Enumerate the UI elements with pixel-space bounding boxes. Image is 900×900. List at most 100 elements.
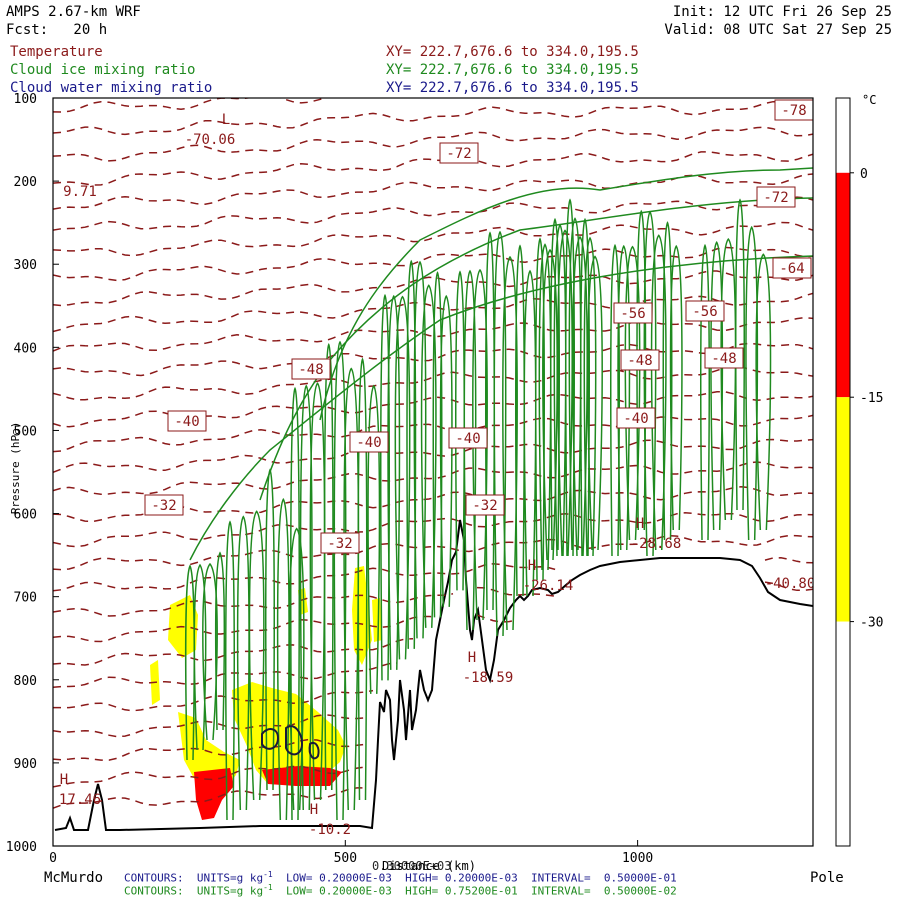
- temperature-contour: [53, 714, 366, 738]
- y-axis: 100 200 300 400 500 600 700 800 900 1000: [6, 92, 59, 855]
- cloud-ice-contour: [669, 244, 683, 531]
- svg-text:-40: -40: [623, 411, 648, 427]
- x-tick-label: 0: [49, 851, 57, 866]
- cloud-ice-contour: [700, 243, 710, 541]
- temperature-contour: [53, 292, 813, 333]
- colorbar-unit: °C: [862, 93, 876, 107]
- cloud-ice-contour: [420, 284, 437, 628]
- temperature-contour-label: -56: [613, 302, 653, 324]
- y-axis-title: Pressure (hPa): [9, 421, 22, 515]
- temperature-contour-label: -48: [291, 358, 331, 380]
- temperature-contour: [53, 151, 813, 186]
- y-tick-label: 900: [14, 757, 37, 772]
- extremum-label: L -70.06: [185, 112, 236, 148]
- cloud-ice-contour: [565, 198, 575, 557]
- extremum-value: 9.71: [63, 184, 97, 200]
- y-tick-label: 800: [14, 674, 37, 689]
- colorbar-band: [836, 98, 850, 173]
- cloud-ice-contour: [394, 295, 411, 660]
- cloud-ice-contour: [502, 255, 518, 631]
- extremum-type: H: [60, 772, 68, 788]
- colorbar-tick-label: -30: [860, 616, 883, 631]
- svg-text:-64: -64: [779, 261, 804, 277]
- y-tick-label: 100: [14, 92, 37, 107]
- cloud-ice-contour: [193, 563, 207, 751]
- y-tick-label: 600: [14, 508, 37, 523]
- extremum-label: H -28.68: [631, 516, 682, 552]
- svg-text:-32: -32: [327, 536, 352, 552]
- temperature-contour: [53, 738, 366, 761]
- x-axis: 0 500 1000: [49, 840, 653, 866]
- temperature-contour-label: -40: [349, 431, 389, 453]
- extremum-label: H -26.14: [523, 558, 574, 594]
- temperature-contour: [53, 270, 813, 307]
- temperature-contour: [53, 246, 813, 282]
- temperature-contour: [53, 316, 813, 352]
- colorbar: 0 -15 -30 °C: [835, 93, 883, 847]
- extremum-value: -40.80: [765, 576, 816, 592]
- cloud-ice-contour: [542, 248, 558, 561]
- field-ice-xy: XY= 222.7,676.6 to 334.0,195.5: [386, 62, 639, 78]
- temperature-contour: [53, 98, 331, 113]
- colorbar-band: [836, 172, 850, 398]
- model-title: AMPS 2.67-km WRF: [6, 4, 141, 20]
- cloud-ice-contour: [323, 342, 334, 791]
- temperature-contour-label: -56: [685, 300, 725, 322]
- y-tick-label: 400: [14, 341, 37, 356]
- init-time: Init: 12 UTC Fri 26 Sep 25: [672, 4, 892, 20]
- temperature-contours: [53, 98, 813, 809]
- cloud-ice-contour: [550, 217, 560, 551]
- extremum-label: H 17.46: [59, 772, 101, 808]
- field-water-xy: XY= 222.7,676.6 to 334.0,195.5: [386, 80, 639, 96]
- cloud-ice-contour: [288, 527, 305, 811]
- valid-time: Valid: 08 UTC Sat 27 Sep 25: [664, 22, 892, 38]
- colorbar-band: [836, 621, 850, 846]
- x-tick-label: 500: [334, 851, 357, 866]
- temperature-contour-label: -40: [616, 407, 656, 429]
- cloud-ice-contour: [472, 268, 488, 621]
- temperature-contour-label: -64: [772, 257, 812, 279]
- colorbar-tick-label: -15: [860, 391, 883, 406]
- temperature-contour: [53, 461, 813, 496]
- cloud-ice-contour: [662, 221, 673, 541]
- x-start-label: McMurdo: [44, 870, 104, 886]
- field-temperature-xy: XY= 222.7,676.6 to 334.0,195.5: [386, 44, 639, 60]
- temperature-contour: [53, 638, 414, 666]
- temperature-contour-label: -40: [448, 427, 488, 449]
- cloud-ice-contour: [387, 294, 401, 670]
- svg-text:-56: -56: [692, 304, 717, 320]
- extremum-type: H: [468, 650, 476, 666]
- colorbar-band: [836, 397, 850, 622]
- cloud-ice-contour: [432, 271, 443, 618]
- colorbar-frame: [835, 97, 851, 847]
- temperature-contour-label: -72: [439, 142, 479, 164]
- x-axis-title: Distance (km): [382, 859, 476, 873]
- cloud-ice-contour: [259, 197, 813, 501]
- footer-water-contours: CONTOURS: UNITS=g kg-1 LOW= 0.20000E-03 …: [124, 870, 677, 885]
- cloud-ice-contour: [202, 562, 218, 741]
- extremum-value: -18.59: [463, 670, 514, 686]
- temperature-contour-label: -32: [465, 494, 505, 516]
- temperature-contour: [53, 593, 454, 617]
- cloud-ice-contour: [215, 551, 225, 731]
- cloud-ice-contour: [463, 269, 477, 631]
- cloud-ice-contour: [636, 209, 647, 531]
- cloud-ice-contour: [357, 357, 368, 801]
- cloud-ice-contour: [248, 510, 265, 801]
- extremum-value: -10.2: [309, 822, 351, 838]
- svg-text:-40: -40: [356, 435, 381, 451]
- forecast-hour: Fcst: 20 h: [6, 22, 108, 38]
- temperature-contour-label: -72: [756, 186, 796, 208]
- cloud-ice-contour: [587, 255, 603, 551]
- temperature-contour-label: -40: [167, 410, 207, 432]
- cloud-ice-contour: [276, 498, 290, 821]
- cloud-ice-contour: [439, 294, 453, 607]
- temperature-contour: [764, 557, 813, 564]
- cloud-ice-contour: [290, 386, 300, 821]
- y-tick-label: 200: [14, 175, 37, 190]
- cloud-ice-contour: [413, 260, 427, 639]
- cloud-ice-contour: [299, 384, 313, 811]
- y-tick-label: 1000: [6, 840, 37, 855]
- y-tick-label: 500: [14, 424, 37, 439]
- cloud-ice-contour: [319, 167, 813, 421]
